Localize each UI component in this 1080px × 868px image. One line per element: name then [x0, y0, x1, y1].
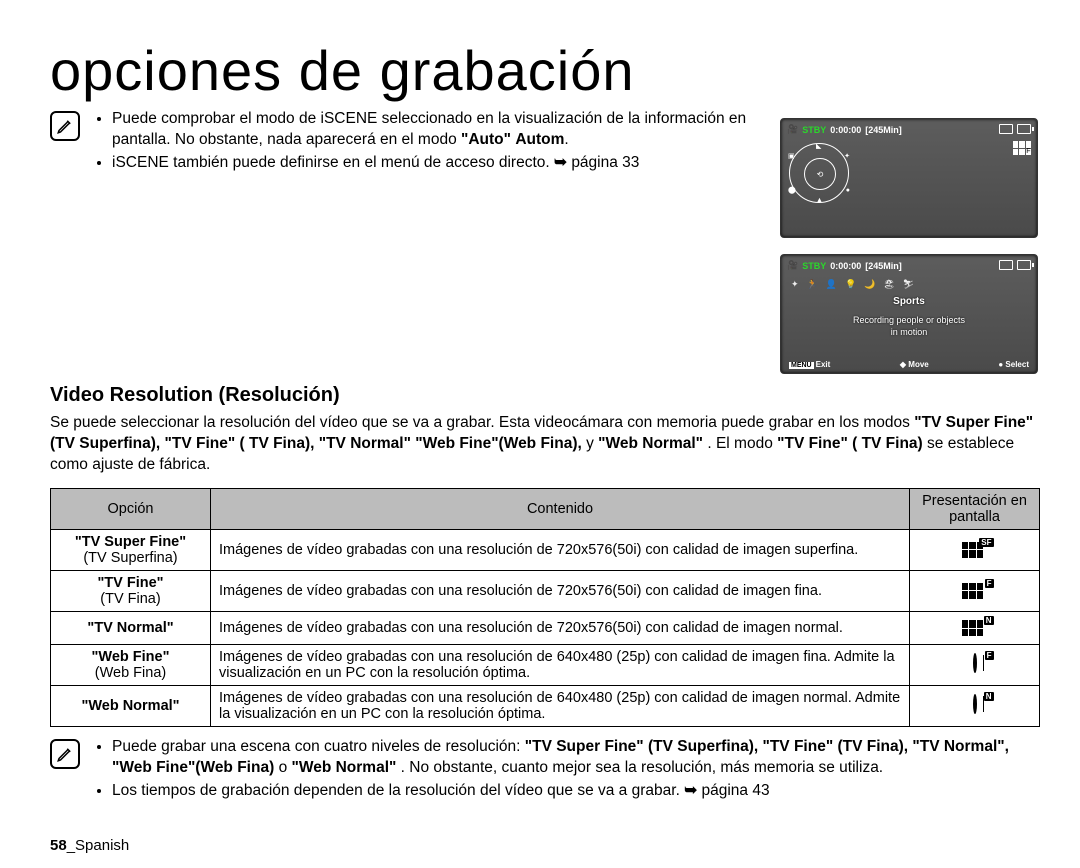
icon-cell: F	[910, 570, 1040, 611]
col-display: Presentación en pantalla	[910, 488, 1040, 529]
col-option: Opción	[51, 488, 211, 529]
note2-item-2: Los tiempos de grabación dependen de la …	[112, 781, 1040, 802]
scene-icon: ✦	[791, 279, 799, 290]
scene-description: Recording people or objects in motion	[787, 315, 1031, 338]
table-row: "TV Normal"Imágenes de vídeo grabadas co…	[51, 611, 1040, 645]
tv-resolution-icon: SF	[962, 542, 988, 562]
mode-dial-icon: ⟲ ◣✦ ●▲ ⬤▣	[789, 143, 849, 203]
table-row: "TV Super Fine"(TV Superfina)Imágenes de…	[51, 529, 1040, 570]
lcd1-status-row: 🎥 STBY 0:00:00 [245Min]	[787, 124, 1031, 135]
icon-cell: F	[910, 645, 1040, 686]
lcd1-top-right	[999, 124, 1031, 134]
scene-icons-row: ✦ 🏃 👤 💡 🌙 🏖 ⛷	[787, 279, 1031, 290]
scene-icon: 👤	[826, 279, 837, 290]
note1-list: Puede comprobar el modo de iSCENE selecc…	[92, 109, 752, 176]
note-block-2: Puede grabar una escena con cuatro nivel…	[50, 737, 1040, 804]
menu-hint: MENUExit	[789, 360, 830, 369]
sd-card-icon	[999, 124, 1013, 134]
icon-cell: N	[910, 686, 1040, 727]
option-cell: "Web Normal"	[51, 686, 211, 727]
content-cell: Imágenes de vídeo grabadas con una resol…	[211, 570, 910, 611]
content-cell: Imágenes de vídeo grabadas con una resol…	[211, 529, 910, 570]
icon-cell: SF	[910, 529, 1040, 570]
option-cell: "TV Fine"(TV Fina)	[51, 570, 211, 611]
scene-icon: ⛷	[903, 279, 914, 290]
table-row: "Web Normal"Imágenes de vídeo grabadas c…	[51, 686, 1040, 727]
table-header-row: Opción Contenido Presentación en pantall…	[51, 488, 1040, 529]
scene-icon: 🏃	[807, 279, 818, 290]
manual-page: opciones de grabación Puede comprobar el…	[0, 0, 1080, 868]
page-title: opciones de grabación	[50, 38, 1040, 103]
lcd2-bottom-bar: MENUExit ◆ Move ● Select	[781, 360, 1037, 369]
scene-icon: 🌙	[864, 279, 875, 290]
note2-item-1: Puede grabar una escena con cuatro nivel…	[112, 737, 1040, 779]
content-cell: Imágenes de vídeo grabadas con una resol…	[211, 611, 910, 645]
lcd-preview-stack: 🎥 STBY 0:00:00 [245Min] F ⟲ ◣✦ ●▲ ⬤▣ 🎥	[780, 118, 1038, 374]
option-cell: "Web Fine"(Web Fina)	[51, 645, 211, 686]
note-icon	[50, 111, 80, 141]
resolution-icon: F	[1013, 141, 1031, 155]
lcd-preview-2: 🎥 STBY 0:00:00 [245Min] ✦ 🏃 👤 💡 🌙 🏖 ⛷ Sp…	[780, 254, 1038, 374]
web-resolution-icon: F	[962, 655, 988, 675]
web-resolution-icon: N	[962, 696, 988, 716]
scene-icon: 🏖	[883, 279, 894, 290]
select-hint: ● Select	[998, 360, 1029, 369]
option-cell: "TV Super Fine"(TV Superfina)	[51, 529, 211, 570]
tv-resolution-icon: F	[962, 583, 988, 603]
lcd2-top-right	[999, 260, 1031, 270]
dial-center: ⟲	[804, 158, 836, 190]
camera-icon: 🎥	[787, 260, 798, 271]
note-icon	[50, 739, 80, 769]
move-hint: ◆ Move	[900, 360, 929, 369]
tv-resolution-icon: N	[962, 620, 988, 640]
sd-card-icon	[999, 260, 1013, 270]
section-body: Se puede seleccionar la resolución del v…	[50, 413, 1040, 476]
pencil-icon	[56, 745, 74, 763]
scene-label: Sports	[787, 296, 1031, 307]
note1-item-2: iSCENE también puede definirse en el men…	[112, 153, 752, 174]
note1-item-1: Puede comprobar el modo de iSCENE selecc…	[112, 109, 752, 151]
section-heading: Video Resolution (Resolución)	[50, 384, 1040, 407]
content-cell: Imágenes de vídeo grabadas con una resol…	[211, 686, 910, 727]
icon-cell: N	[910, 611, 1040, 645]
scene-icon: 💡	[845, 279, 856, 290]
table-row: "Web Fine"(Web Fina)Imágenes de vídeo gr…	[51, 645, 1040, 686]
pencil-icon	[56, 117, 74, 135]
col-content: Contenido	[211, 488, 910, 529]
battery-icon	[1017, 124, 1031, 134]
option-cell: "TV Normal"	[51, 611, 211, 645]
camera-icon: 🎥	[787, 124, 798, 135]
content-cell: Imágenes de vídeo grabadas con una resol…	[211, 645, 910, 686]
battery-icon	[1017, 260, 1031, 270]
lcd-preview-1: 🎥 STBY 0:00:00 [245Min] F ⟲ ◣✦ ●▲ ⬤▣	[780, 118, 1038, 238]
resolution-table: Opción Contenido Presentación en pantall…	[50, 488, 1040, 728]
page-number: 58_Spanish	[50, 837, 129, 854]
lcd2-status-row: 🎥 STBY 0:00:00 [245Min]	[787, 260, 1031, 271]
note2-list: Puede grabar una escena con cuatro nivel…	[92, 737, 1040, 804]
table-row: "TV Fine"(TV Fina)Imágenes de vídeo grab…	[51, 570, 1040, 611]
